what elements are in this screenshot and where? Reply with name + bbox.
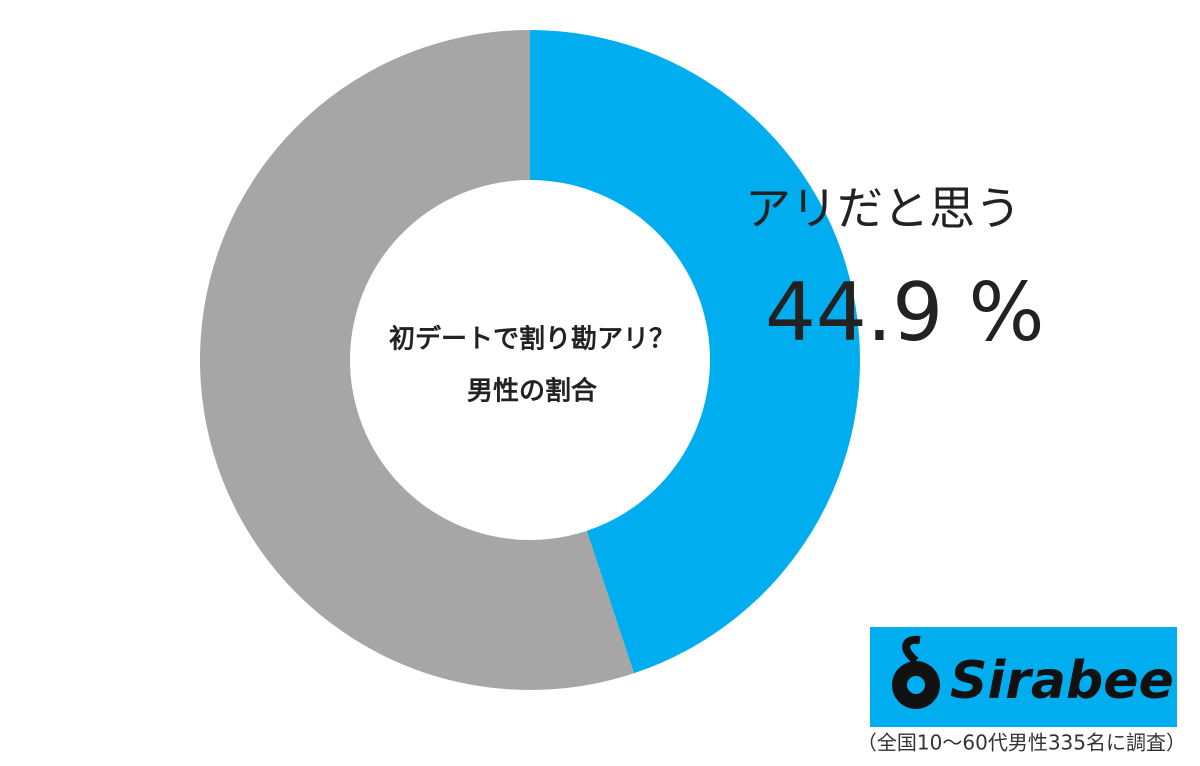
logo-text: Sirabee bbox=[950, 651, 1174, 711]
logo-icon-tail bbox=[902, 635, 921, 665]
footnote: （全国10～60代男性335名に調査） bbox=[857, 731, 1186, 755]
center-subtitle: 男性の割合 bbox=[467, 376, 598, 407]
slice bbox=[530, 30, 860, 674]
value-label: 44.9 % bbox=[765, 266, 1045, 359]
slice bbox=[199, 30, 634, 690]
center-title: 初デートで割り勘アリ？ bbox=[389, 324, 675, 355]
slices bbox=[199, 30, 860, 690]
slice-label: アリだと思う bbox=[745, 182, 1021, 236]
logo-icon-eye bbox=[907, 676, 925, 694]
